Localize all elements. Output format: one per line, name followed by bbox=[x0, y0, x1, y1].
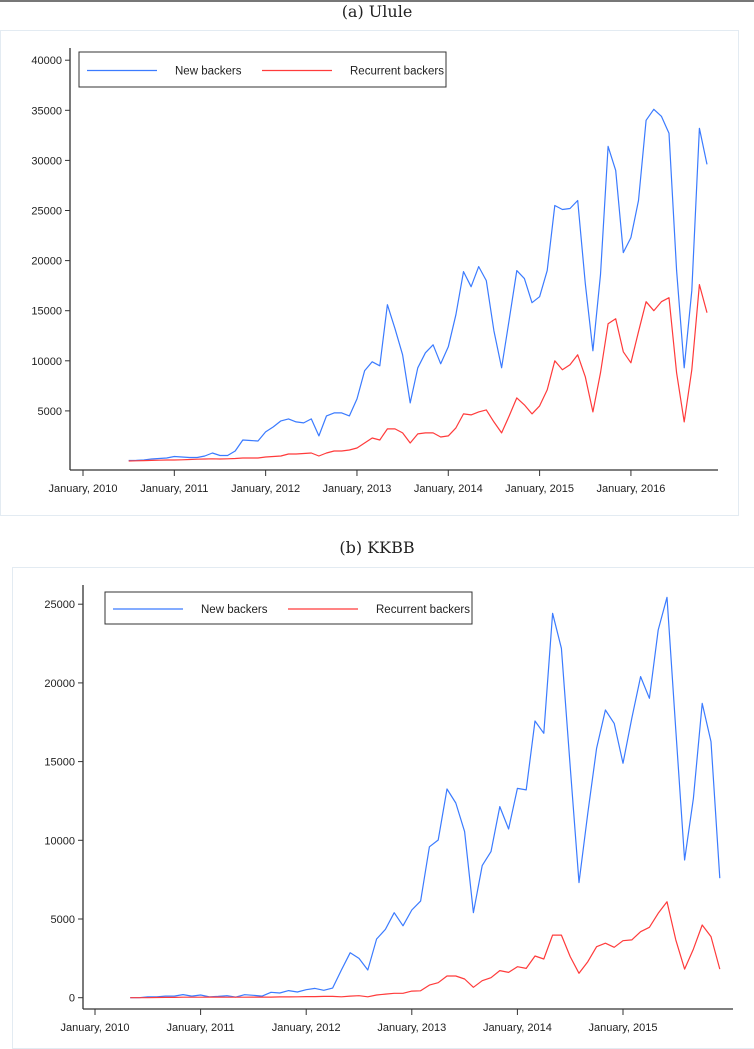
y-tick-label: 30000 bbox=[31, 155, 62, 167]
x-tick-label: January, 2014 bbox=[483, 1022, 552, 1034]
legend-box bbox=[78, 51, 447, 88]
legend-label: Recurrent backers bbox=[376, 604, 470, 616]
chart-title-ulule: (a) Ulule bbox=[341, 2, 413, 21]
x-tick-label: January, 2011 bbox=[140, 483, 208, 495]
y-tick-label: 25000 bbox=[31, 206, 62, 218]
x-tick-label: January, 2014 bbox=[414, 483, 483, 495]
y-tick-label: 15000 bbox=[44, 757, 75, 769]
y-tick-label: 5000 bbox=[51, 914, 75, 926]
legend-label: Recurrent backers bbox=[350, 66, 444, 78]
y-tick-label: 20000 bbox=[44, 678, 75, 690]
y-tick-label: 15000 bbox=[31, 306, 62, 318]
y-tick-label: 10000 bbox=[31, 356, 62, 368]
x-tick-label: January, 2015 bbox=[505, 483, 574, 495]
x-tick-label: January, 2013 bbox=[323, 483, 392, 495]
series-line-new-backers bbox=[128, 108, 708, 462]
top-border bbox=[0, 0, 754, 2]
y-tick-label: 35000 bbox=[31, 105, 62, 117]
legend-box bbox=[104, 591, 473, 625]
panel-kkbb bbox=[12, 567, 754, 1049]
chart-title-kkbb: (b) KKBB bbox=[339, 538, 415, 557]
series-line-recurrent-backers bbox=[130, 901, 721, 999]
series-line-recurrent-backers bbox=[128, 284, 708, 462]
y-tick-label: 0 bbox=[69, 993, 75, 1005]
legend-label: New backers bbox=[175, 66, 242, 78]
y-tick-label: 10000 bbox=[44, 835, 75, 847]
series-line-new-backers bbox=[130, 596, 721, 999]
panel-ulule bbox=[0, 30, 739, 516]
x-tick-label: January, 2012 bbox=[231, 483, 300, 495]
x-tick-label: January, 2016 bbox=[596, 483, 665, 495]
x-tick-label: January, 2013 bbox=[377, 1022, 446, 1034]
y-tick-label: 20000 bbox=[31, 256, 62, 268]
y-tick-label: 25000 bbox=[44, 599, 75, 611]
y-tick-label: 5000 bbox=[38, 406, 62, 418]
x-tick-label: January, 2012 bbox=[272, 1022, 341, 1034]
x-tick-label: January, 2015 bbox=[589, 1022, 658, 1034]
x-tick-label: January, 2010 bbox=[61, 1022, 130, 1034]
x-tick-label: January, 2010 bbox=[49, 483, 118, 495]
legend-label: New backers bbox=[201, 604, 268, 616]
x-tick-label: January, 2011 bbox=[167, 1022, 235, 1034]
y-tick-label: 40000 bbox=[31, 55, 62, 67]
